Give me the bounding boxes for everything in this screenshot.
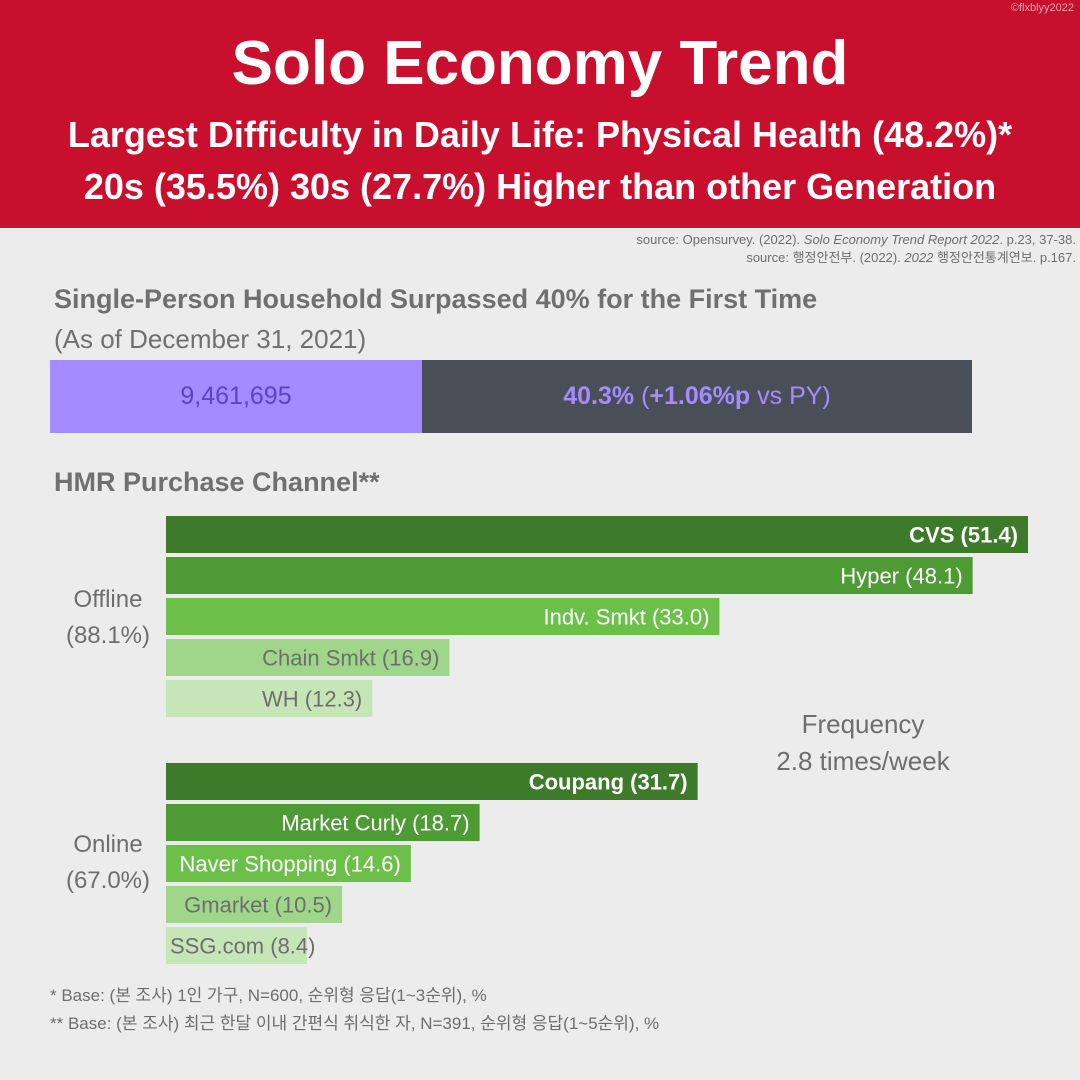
bar-offline-4 — [166, 639, 450, 676]
source-text: source: 행정안전부. (2022). — [746, 250, 905, 265]
online-group-label: Online (67.0%) — [50, 827, 166, 899]
bar-online-1 — [166, 763, 698, 800]
bar-label-online-5: SSG.com (8.4) — [170, 934, 315, 959]
household-section-title: Single-Person Household Surpassed 40% fo… — [54, 284, 818, 314]
bar-label-offline-1: CVS (51.4) — [909, 523, 1018, 548]
source-mois: source: 행정안전부. (2022). 2022 행정안전통계연보. p.… — [746, 249, 1076, 266]
bar-label-offline-5: WH (12.3) — [262, 687, 362, 712]
household-count: 9,461,695 — [180, 382, 292, 410]
bar-offline-3 — [166, 598, 720, 635]
bar-offline-2 — [166, 557, 973, 594]
change-suffix: vs PY) — [750, 382, 831, 410]
bar-label-offline-2: Hyper (48.1) — [840, 564, 962, 589]
bar-label-online-1: Coupang (31.7) — [529, 770, 688, 795]
channel-section-title: HMR Purchase Channel** — [54, 467, 380, 497]
online-label: Online — [73, 831, 143, 858]
offline-percentage: (88.1%) — [65, 622, 151, 649]
change-open: ( — [634, 382, 650, 410]
bar-online-2 — [166, 804, 480, 841]
household-count-segment — [50, 360, 422, 433]
source-opensurvey: source: Opensurvey. (2022). Solo Economy… — [636, 231, 1076, 248]
bar-offline-1 — [166, 516, 1028, 553]
bar-online-4 — [166, 886, 343, 923]
household-rest-segment — [422, 360, 972, 433]
subtitle-health: Largest Difficulty in Daily Life: Physic… — [67, 114, 1013, 155]
household-pct-value: 40.3% — [563, 382, 635, 410]
footnote-hmr-base: ** Base: (본 조사) 최근 한달 이내 간편식 취식한 자, N=39… — [50, 1014, 660, 1033]
bar-offline-5 — [166, 680, 373, 717]
offline-label: Offline — [73, 586, 143, 613]
frequency-note: Frequency 2.8 times/week — [750, 706, 976, 780]
subtitle-generation: 20s (35.5%) 30s (27.7%) Higher than othe… — [83, 166, 997, 207]
offline-group-label: Offline (88.1%) — [50, 582, 166, 654]
frequency-value: 2.8 times/week — [776, 746, 950, 776]
bar-label-offline-3: Indv. Smkt (33.0) — [544, 605, 710, 630]
page-title: Solo Economy Trend — [231, 29, 849, 98]
footnote-household-base: * Base: (본 조사) 1인 가구, N=600, 순위형 응답(1~3순… — [50, 986, 487, 1005]
watermark: ©flxblyy2022 — [1010, 2, 1074, 14]
online-percentage: (67.0%) — [65, 867, 151, 894]
frequency-label: Frequency — [801, 709, 925, 739]
household-percentage: 40.3% (+1.06%p vs PY) — [422, 360, 972, 433]
bar-label-online-2: Market Curly (18.7) — [281, 811, 469, 836]
bar-label-online-4: Gmarket (10.5) — [184, 893, 332, 918]
source-pages: 행정안전통계연보. p.167. — [933, 250, 1076, 265]
source-text: source: Opensurvey. (2022). — [636, 232, 804, 247]
source-pages: . p.23, 37-38. — [999, 232, 1076, 247]
bar-online-5 — [166, 927, 307, 964]
source-year: 2022 — [904, 250, 934, 265]
header-banner: ©flxblyy2022 Solo Economy Trend Largest … — [0, 0, 1080, 228]
household-share-bar: 9,461,695 40.3% (+1.06%p vs PY) — [50, 360, 972, 433]
household-change-value: +1.06%p — [649, 382, 751, 410]
household-date: (As of December 31, 2021) — [54, 324, 367, 354]
bar-online-3 — [166, 845, 411, 882]
source-report-title: Solo Economy Trend Report 2022 — [803, 232, 1000, 247]
bar-label-online-3: Naver Shopping (14.6) — [179, 852, 400, 877]
bar-label-offline-4: Chain Smkt (16.9) — [262, 646, 439, 671]
